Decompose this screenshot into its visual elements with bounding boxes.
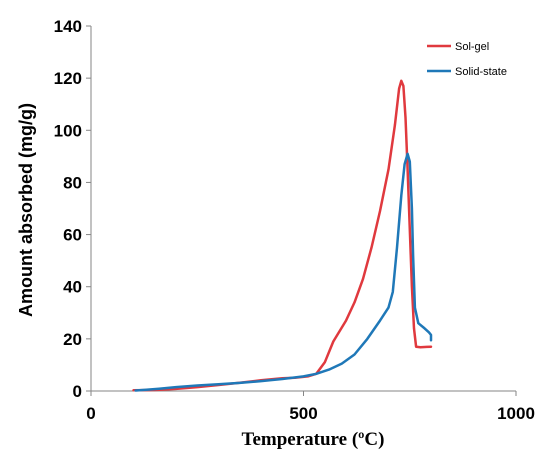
x-tick-label: 0 — [86, 404, 95, 423]
legend-label-solid-state: Solid-state — [455, 66, 507, 78]
y-tick-label: 60 — [63, 226, 82, 245]
y-tick-label: 0 — [73, 382, 82, 401]
y-axis-title: Amount absorbed (mg/g) — [16, 103, 36, 317]
x-axis-title: Temperature (ºC) — [242, 429, 385, 450]
y-tick-labels: 0 20 40 60 80 100 120 140 — [54, 17, 82, 401]
legend: Sol-gel Solid-state — [427, 41, 507, 78]
series-lines — [132, 79, 433, 392]
x-tick-labels: 0 500 1000 — [86, 404, 535, 423]
y-tick-label: 100 — [54, 121, 82, 140]
series-line-sol-gel — [132, 79, 433, 392]
series-line-solid-state — [134, 152, 433, 392]
axes — [86, 25, 517, 396]
y-tick-label: 140 — [54, 17, 82, 36]
legend-label-sol-gel: Sol-gel — [455, 41, 489, 53]
y-tick-label: 20 — [63, 330, 82, 349]
y-tick-label: 120 — [54, 69, 82, 88]
x-tick-label: 500 — [289, 404, 317, 423]
x-tick-label: 1000 — [497, 404, 535, 423]
y-tick-label: 40 — [63, 278, 82, 297]
y-tick-label: 80 — [63, 173, 82, 192]
